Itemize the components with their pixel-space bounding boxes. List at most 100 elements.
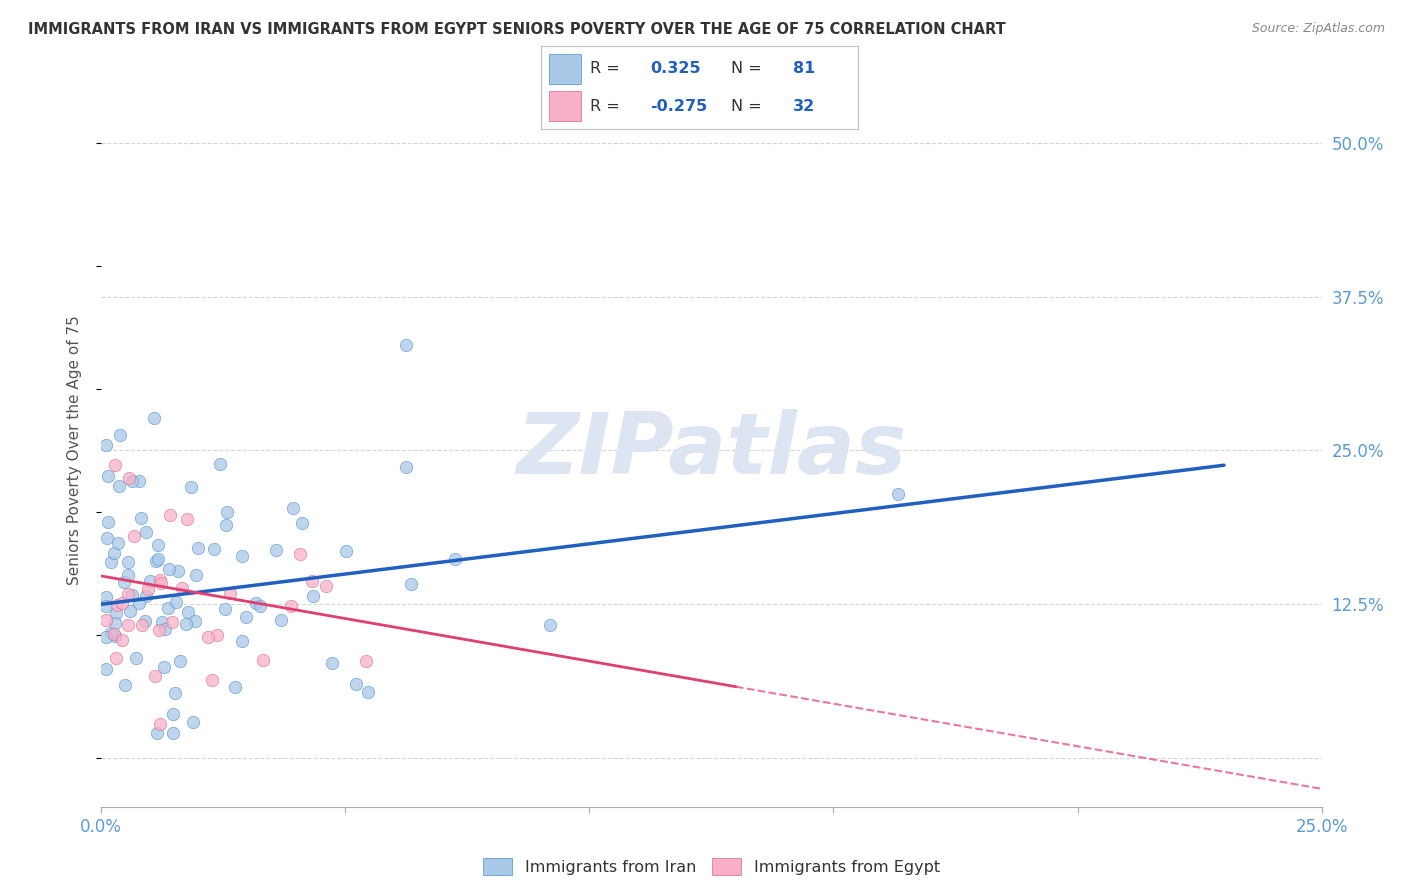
Point (104, 629, 127, 643)
Point (135, 524, 157, 539)
Point (166, 564, 188, 578)
Point (94, 438, 117, 452)
Point (231, 549, 253, 563)
Point (444, 551, 467, 566)
Point (153, 623, 176, 637)
Point (145, 554, 167, 568)
Text: R =: R = (591, 99, 626, 113)
Point (94, 590, 117, 604)
Point (117, 555, 139, 569)
Point (165, 595, 187, 609)
Point (280, 599, 302, 614)
Point (344, 677, 367, 691)
Point (145, 725, 167, 739)
Text: 0.325: 0.325 (651, 62, 702, 77)
Point (149, 716, 172, 731)
Point (96, 531, 118, 545)
Text: IMMIGRANTS FROM IRAN VS IMMIGRANTS FROM EGYPT SENIORS POVERTY OVER THE AGE OF 75: IMMIGRANTS FROM IRAN VS IMMIGRANTS FROM … (28, 22, 1005, 37)
Point (301, 574, 323, 589)
Point (321, 656, 343, 670)
Point (120, 604, 142, 618)
Point (128, 596, 150, 610)
Point (291, 516, 314, 530)
Point (134, 614, 156, 628)
Point (197, 630, 219, 644)
Point (176, 512, 198, 526)
Point (159, 508, 181, 522)
Point (357, 685, 380, 699)
Y-axis label: Seniors Poverty Over the Age of 75: Seniors Poverty Over the Age of 75 (67, 316, 83, 585)
Point (139, 574, 162, 589)
Point (315, 579, 337, 593)
Point (100, 555, 122, 569)
Point (156, 600, 179, 615)
Text: ZIPatlas: ZIPatlas (516, 409, 907, 492)
Point (129, 510, 152, 524)
Point (131, 618, 153, 632)
Point (114, 678, 136, 692)
Point (183, 714, 205, 729)
Point (100, 626, 122, 640)
Point (121, 474, 143, 488)
Point (184, 615, 207, 629)
Point (112, 575, 135, 590)
Point (354, 654, 377, 668)
Point (94, 599, 117, 614)
FancyBboxPatch shape (541, 46, 858, 129)
Point (104, 616, 127, 631)
Point (94, 630, 117, 644)
Point (395, 338, 418, 352)
Point (231, 634, 253, 648)
Point (117, 568, 139, 582)
Point (219, 586, 242, 600)
Point (136, 582, 159, 596)
Point (202, 541, 225, 556)
Point (118, 471, 141, 485)
Point (150, 575, 173, 590)
Point (117, 587, 139, 601)
Point (395, 460, 418, 475)
Point (111, 632, 134, 647)
Point (135, 589, 157, 603)
Point (172, 581, 194, 595)
Point (162, 706, 184, 721)
Point (108, 428, 131, 442)
Point (97, 469, 120, 483)
Point (264, 542, 287, 557)
Point (105, 650, 128, 665)
Point (146, 551, 169, 566)
Point (215, 518, 238, 533)
Point (104, 607, 127, 621)
Point (94, 613, 117, 627)
Point (103, 627, 125, 641)
Text: -0.275: -0.275 (651, 99, 707, 113)
Point (162, 726, 184, 740)
Point (252, 653, 274, 667)
Text: R =: R = (591, 62, 626, 77)
Point (249, 599, 271, 614)
Point (117, 618, 139, 632)
Point (103, 546, 125, 560)
Point (121, 588, 143, 602)
Point (97, 516, 120, 530)
Point (94, 662, 117, 676)
Point (209, 457, 232, 471)
Legend: Immigrants from Iran, Immigrants from Egypt: Immigrants from Iran, Immigrants from Eg… (477, 851, 946, 881)
Point (122, 528, 145, 542)
Text: N =: N = (731, 62, 768, 77)
Point (150, 615, 173, 629)
FancyBboxPatch shape (550, 54, 581, 84)
Point (184, 568, 207, 582)
Point (224, 680, 246, 694)
Point (143, 410, 166, 425)
Point (149, 573, 172, 587)
Point (235, 610, 257, 624)
Text: 32: 32 (793, 99, 815, 113)
Point (290, 547, 312, 561)
Point (169, 654, 191, 668)
Point (105, 598, 128, 612)
Point (245, 596, 267, 610)
Point (174, 617, 197, 632)
Point (215, 505, 238, 519)
Point (335, 544, 357, 558)
